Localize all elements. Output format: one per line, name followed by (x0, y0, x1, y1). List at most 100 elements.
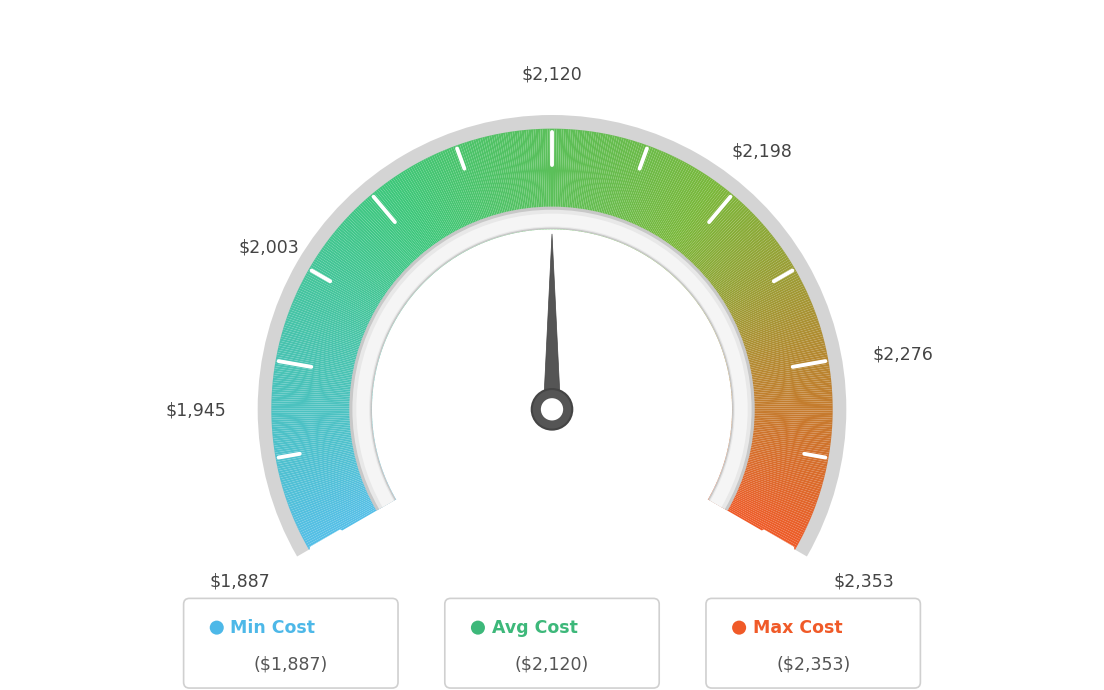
Wedge shape (314, 259, 401, 315)
Wedge shape (722, 323, 819, 355)
Wedge shape (339, 225, 416, 293)
Wedge shape (731, 401, 832, 406)
Text: $2,003: $2,003 (238, 239, 300, 257)
Wedge shape (548, 128, 551, 230)
Wedge shape (724, 457, 822, 487)
Wedge shape (669, 197, 737, 275)
Wedge shape (654, 178, 713, 262)
Wedge shape (691, 233, 772, 297)
Wedge shape (287, 468, 383, 503)
Wedge shape (404, 169, 459, 257)
Wedge shape (661, 186, 724, 268)
Wedge shape (728, 443, 828, 464)
Wedge shape (294, 480, 388, 522)
Wedge shape (517, 130, 531, 231)
Wedge shape (274, 433, 374, 448)
Wedge shape (712, 284, 804, 331)
Wedge shape (442, 150, 484, 244)
Wedge shape (586, 134, 608, 234)
Wedge shape (275, 438, 375, 457)
Wedge shape (307, 271, 396, 322)
Wedge shape (690, 230, 769, 296)
Wedge shape (514, 131, 530, 232)
Wedge shape (656, 181, 716, 264)
Wedge shape (336, 228, 415, 295)
Wedge shape (702, 257, 789, 313)
Wedge shape (272, 389, 373, 398)
Wedge shape (358, 205, 429, 279)
Wedge shape (731, 424, 831, 434)
Wedge shape (641, 166, 693, 255)
Wedge shape (301, 282, 392, 329)
Wedge shape (731, 419, 832, 427)
Wedge shape (601, 139, 630, 237)
Wedge shape (728, 355, 828, 376)
Wedge shape (285, 323, 382, 355)
Wedge shape (322, 246, 406, 306)
Wedge shape (608, 143, 643, 239)
Wedge shape (453, 146, 490, 242)
Wedge shape (630, 157, 677, 248)
Wedge shape (357, 206, 428, 281)
Wedge shape (503, 132, 522, 233)
Wedge shape (283, 459, 380, 489)
Wedge shape (721, 469, 817, 505)
Wedge shape (287, 469, 383, 505)
Wedge shape (683, 218, 760, 288)
Wedge shape (647, 172, 703, 258)
Wedge shape (279, 452, 379, 478)
Wedge shape (681, 215, 756, 286)
Text: $1,945: $1,945 (166, 401, 226, 419)
Wedge shape (731, 416, 832, 422)
Wedge shape (708, 269, 796, 321)
Wedge shape (272, 387, 373, 397)
FancyBboxPatch shape (183, 598, 399, 688)
Wedge shape (712, 282, 803, 329)
Wedge shape (506, 132, 523, 233)
Wedge shape (694, 239, 777, 302)
Wedge shape (478, 138, 506, 237)
Wedge shape (274, 366, 375, 383)
Wedge shape (344, 218, 421, 288)
Wedge shape (272, 417, 373, 424)
Wedge shape (716, 298, 810, 340)
Wedge shape (553, 128, 556, 230)
Wedge shape (637, 162, 687, 252)
Wedge shape (289, 307, 385, 346)
Wedge shape (380, 186, 443, 268)
Wedge shape (731, 394, 832, 401)
Wedge shape (655, 179, 715, 264)
Wedge shape (278, 348, 378, 371)
Wedge shape (278, 343, 378, 368)
Wedge shape (468, 141, 500, 238)
Wedge shape (708, 271, 797, 322)
Wedge shape (342, 221, 418, 290)
Wedge shape (274, 434, 374, 451)
Wedge shape (731, 426, 831, 439)
Wedge shape (718, 303, 813, 343)
Wedge shape (692, 234, 773, 299)
Wedge shape (378, 188, 442, 269)
Wedge shape (650, 175, 708, 260)
Wedge shape (715, 482, 809, 524)
Wedge shape (287, 316, 383, 351)
Wedge shape (444, 149, 485, 244)
Wedge shape (710, 494, 799, 544)
Wedge shape (726, 345, 826, 370)
Wedge shape (482, 137, 509, 235)
Wedge shape (282, 334, 380, 362)
Wedge shape (286, 466, 382, 500)
Wedge shape (724, 334, 822, 362)
Wedge shape (300, 489, 392, 535)
Wedge shape (276, 355, 376, 376)
Wedge shape (461, 143, 496, 239)
Wedge shape (552, 128, 554, 230)
Wedge shape (619, 149, 660, 244)
Wedge shape (699, 247, 783, 307)
Wedge shape (731, 415, 832, 420)
Wedge shape (715, 294, 809, 337)
Wedge shape (729, 435, 830, 453)
Wedge shape (287, 314, 383, 350)
Wedge shape (295, 294, 389, 337)
Wedge shape (370, 194, 437, 273)
